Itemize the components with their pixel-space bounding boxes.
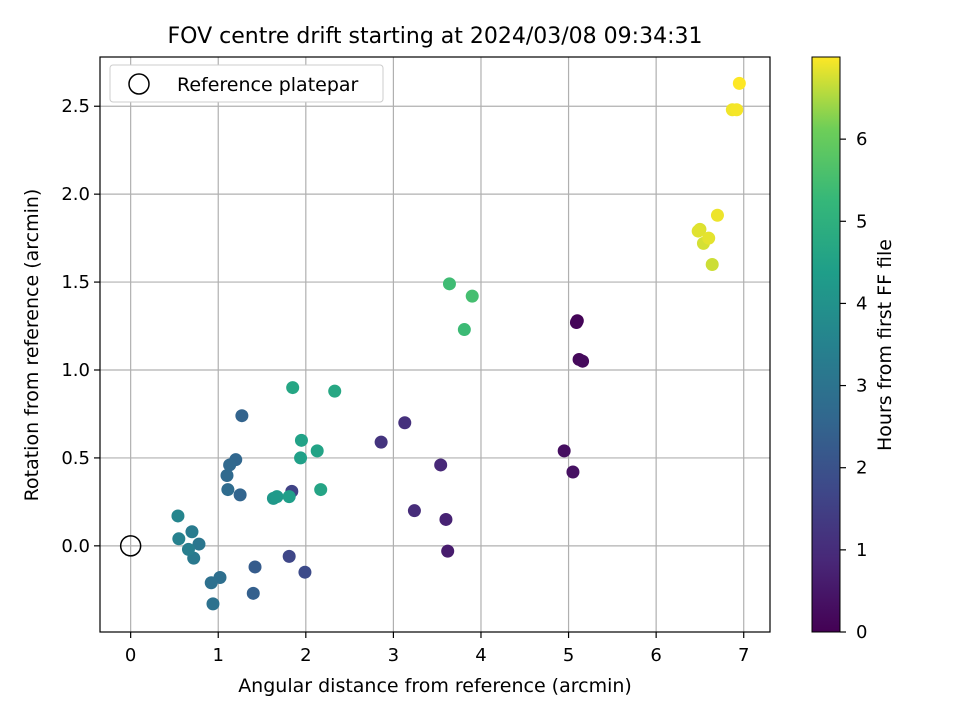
data-point <box>246 586 260 600</box>
axis-ticks: 0 1 2 3 4 5 6 7 0.0 0.5 1.0 1.5 2.0 2.5 <box>61 96 749 666</box>
x-tick-label: 3 <box>388 645 399 666</box>
reference-platepar-marker <box>119 535 142 557</box>
data-point <box>442 277 456 291</box>
y-tick-label: 0.5 <box>61 448 90 469</box>
data-point <box>294 451 308 465</box>
y-tick-label: 1.0 <box>61 360 90 381</box>
data-point <box>691 224 705 238</box>
data-point <box>434 458 448 472</box>
y-tick-label: 0.0 <box>61 536 90 557</box>
data-point <box>566 465 580 479</box>
y-tick-label: 1.5 <box>61 272 90 293</box>
x-tick-label: 6 <box>650 645 661 666</box>
data-point <box>223 458 237 472</box>
colorbar-tick-label: 4 <box>856 293 867 314</box>
colorbar-tick-label: 5 <box>856 211 867 232</box>
colorbar-tick-label: 3 <box>856 376 867 397</box>
chart-title: FOV centre drift starting at 2024/03/08 … <box>168 24 703 49</box>
x-tick-label: 5 <box>563 645 574 666</box>
data-point <box>181 542 195 556</box>
x-tick-label: 4 <box>475 645 486 666</box>
data-point <box>407 504 421 518</box>
data-point <box>439 512 453 526</box>
data-point <box>298 565 312 579</box>
data-point <box>398 416 412 430</box>
data-point <box>282 549 296 563</box>
data-point <box>702 231 716 245</box>
x-tick-label: 1 <box>213 645 224 666</box>
data-point <box>314 483 328 497</box>
data-point <box>576 354 590 368</box>
y-tick-label: 2.0 <box>61 184 90 205</box>
data-point <box>221 483 235 497</box>
y-axis-label: Rotation from reference (arcmin) <box>21 189 43 502</box>
data-point <box>705 257 719 271</box>
data-point <box>374 435 388 449</box>
legend-box <box>109 64 384 103</box>
x-tick-label: 2 <box>300 645 311 666</box>
colorbar-tick-label: 0 <box>856 622 867 643</box>
x-tick-label: 7 <box>738 645 749 666</box>
data-point <box>730 103 744 117</box>
data-point <box>192 537 206 551</box>
colorbar-gradient <box>811 56 841 633</box>
legend-label: Reference platepar <box>177 74 359 96</box>
x-axis-label: Angular distance from reference (arcmin) <box>238 675 632 697</box>
data-point <box>710 208 724 222</box>
data-point <box>286 381 300 395</box>
data-point <box>233 488 247 502</box>
y-tick-label: 2.5 <box>61 96 90 117</box>
legend: Reference platepar <box>109 64 384 103</box>
colorbar-tick-label: 1 <box>856 540 867 561</box>
legend-marker-open-circle <box>128 73 150 95</box>
data-point <box>206 597 220 611</box>
data-point <box>220 469 234 483</box>
data-point <box>235 409 249 423</box>
data-points <box>119 76 746 611</box>
data-point <box>732 76 746 90</box>
colorbar: 0 1 2 3 4 5 6 Hours from first FF file <box>811 56 896 643</box>
colorbar-tick-label: 6 <box>856 129 867 150</box>
data-point <box>204 576 218 590</box>
x-tick-label: 0 <box>125 645 136 666</box>
data-point <box>172 532 186 546</box>
data-point <box>457 323 471 337</box>
data-point <box>441 544 455 558</box>
data-point <box>328 384 342 398</box>
data-point <box>294 433 308 447</box>
data-point <box>171 509 185 523</box>
data-point <box>557 444 571 458</box>
colorbar-label: Hours from first FF file <box>874 239 896 451</box>
data-point <box>465 289 479 303</box>
colorbar-tick-label: 2 <box>856 458 867 479</box>
data-point <box>569 316 583 330</box>
colorbar-ticks: 0 1 2 3 4 5 6 <box>840 129 867 643</box>
data-point <box>282 490 296 504</box>
data-point <box>248 560 262 574</box>
data-point <box>185 525 199 539</box>
plot-frame <box>99 56 771 633</box>
data-point <box>270 490 284 504</box>
grid <box>100 57 770 632</box>
data-point <box>310 444 324 458</box>
